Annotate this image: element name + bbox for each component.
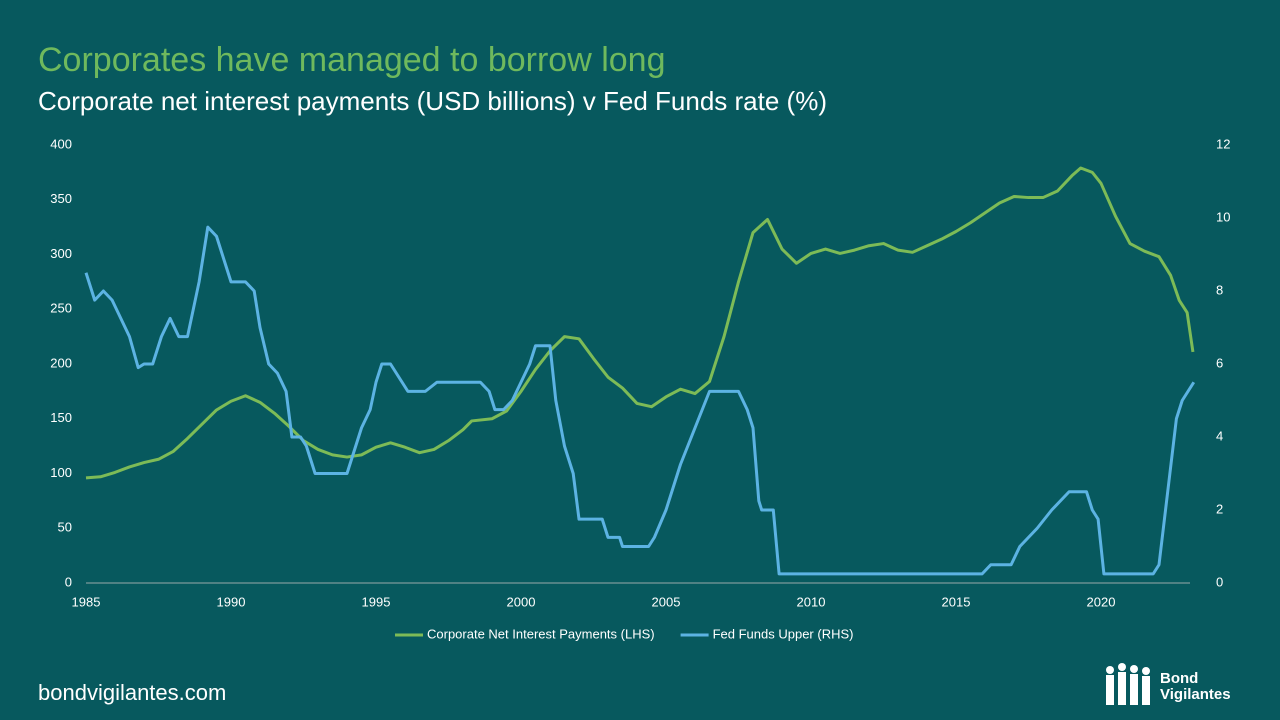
chart-title: Corporates have managed to borrow long	[38, 41, 666, 79]
x-tick-label: 2015	[942, 594, 971, 609]
legend-label: Corporate Net Interest Payments (LHS)	[427, 626, 655, 641]
y2-tick-label: 12	[1216, 136, 1230, 151]
chart-subtitle: Corporate net interest payments (USD bil…	[38, 86, 827, 116]
logo-text: Vigilantes	[1160, 686, 1231, 703]
x-tick-label: 1985	[72, 594, 101, 609]
legend-label: Fed Funds Upper (RHS)	[713, 626, 854, 641]
y-tick-label: 100	[50, 465, 72, 480]
y-tick-label: 400	[50, 136, 72, 151]
y-tick-label: 300	[50, 246, 72, 261]
footer: bondvigilantes.com	[38, 680, 226, 705]
y-tick-label: 200	[50, 355, 72, 370]
y-tick-label: 50	[58, 520, 72, 535]
y-tick-label: 150	[50, 410, 72, 425]
y-tick-label: 0	[65, 574, 72, 589]
x-tick-label: 2005	[652, 594, 681, 609]
y2-tick-label: 8	[1216, 282, 1223, 297]
y2-tick-label: 0	[1216, 574, 1223, 589]
x-tick-label: 1995	[362, 594, 391, 609]
x-tick-label: 2020	[1087, 594, 1116, 609]
x-tick-label: 2000	[507, 594, 536, 609]
x-tick-label: 2010	[797, 594, 826, 609]
line	[84, 225, 1196, 576]
y-tick-label: 350	[50, 191, 72, 206]
y2-tick-label: 2	[1216, 501, 1223, 516]
y-tick-label: 250	[50, 301, 72, 316]
y2-tick-label: 10	[1216, 209, 1230, 224]
logo-figures	[1106, 663, 1150, 705]
y2-tick-label: 6	[1216, 355, 1223, 370]
y2-tick-label: 4	[1216, 428, 1223, 443]
line	[85, 166, 1195, 480]
logo-text: Bond	[1160, 670, 1198, 687]
x-tick-label: 1990	[217, 594, 246, 609]
